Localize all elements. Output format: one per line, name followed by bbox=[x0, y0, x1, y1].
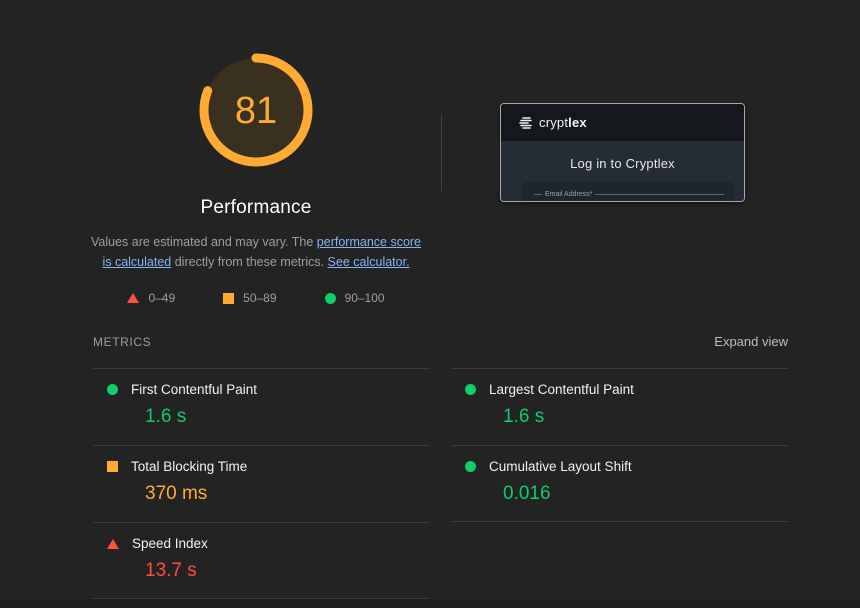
performance-score-section: 81 Performance Values are estimated and … bbox=[91, 52, 421, 305]
fail-triangle-icon bbox=[127, 293, 140, 303]
metric-value: 1.6 s bbox=[145, 406, 187, 427]
performance-score-calculated-link[interactable]: performance score is calculated bbox=[102, 235, 422, 269]
pass-circle-icon bbox=[107, 384, 118, 395]
gauge-svg: 81 bbox=[199, 53, 313, 167]
expand-view-button[interactable]: Expand view bbox=[714, 334, 788, 349]
score-legend: 0–49 50–89 90–100 bbox=[127, 291, 385, 305]
performance-gauge: 81 bbox=[198, 52, 314, 168]
metric-label: Total Blocking Time bbox=[131, 459, 248, 474]
metrics-grid: First Contentful Paint 1.6 s Largest Con… bbox=[93, 368, 788, 599]
metric-name-row: First Contentful Paint bbox=[107, 382, 430, 397]
section-vertical-divider bbox=[441, 115, 442, 191]
email-field-label: Email Address* bbox=[545, 191, 593, 198]
gauge-arc bbox=[199, 53, 313, 167]
pass-circle-icon bbox=[465, 384, 476, 395]
email-field-outline-left bbox=[534, 194, 542, 195]
score-description-text-2: directly from these metrics. bbox=[171, 255, 328, 269]
metric-total-blocking-time: Total Blocking Time 370 ms bbox=[93, 445, 430, 522]
metric-value: 0.016 bbox=[503, 483, 551, 504]
cryptlex-wordmark: cryptlex bbox=[539, 115, 587, 130]
legend-item-fail: 0–49 bbox=[127, 291, 175, 305]
metric-label: Cumulative Layout Shift bbox=[489, 459, 632, 474]
screenshot-thumbnail: cryptlex Log in to Cryptlex Email Addres… bbox=[500, 103, 745, 202]
fail-triangle-icon bbox=[107, 538, 119, 549]
metrics-header: METRICS Expand view bbox=[93, 334, 788, 349]
metric-label: Largest Contentful Paint bbox=[489, 382, 634, 397]
legend-item-pass: 90–100 bbox=[324, 291, 385, 305]
metric-value: 13.7 s bbox=[145, 560, 197, 581]
pass-circle-icon bbox=[324, 292, 336, 304]
thumbnail-login-body: Log in to Cryptlex Email Address* bbox=[501, 141, 744, 201]
metric-name-row: Total Blocking Time bbox=[107, 459, 430, 474]
average-square-icon bbox=[223, 292, 235, 304]
gauge-score-value: 81 bbox=[235, 90, 277, 132]
metric-cumulative-layout-shift: Cumulative Layout Shift 0.016 bbox=[451, 445, 788, 522]
pass-circle-icon bbox=[465, 461, 476, 472]
metric-name-row: Speed Index bbox=[107, 536, 430, 551]
legend-label-average: 50–89 bbox=[243, 291, 277, 305]
performance-title: Performance bbox=[200, 197, 312, 218]
thumbnail-navbar: cryptlex bbox=[501, 104, 744, 141]
metric-speed-index: Speed Index 13.7 s bbox=[93, 522, 430, 599]
cryptlex-wordmark-bold: lex bbox=[568, 115, 587, 130]
score-description-text: Values are estimated and may vary. The bbox=[90, 235, 317, 249]
metric-first-contentful-paint: First Contentful Paint 1.6 s bbox=[93, 368, 430, 445]
score-description: Values are estimated and may vary. The p… bbox=[88, 232, 424, 272]
thumbnail-login-card: Email Address* bbox=[522, 182, 734, 201]
legend-item-average: 50–89 bbox=[223, 291, 277, 305]
cryptlex-logo-icon bbox=[519, 116, 532, 129]
thumbnail-login-heading: Log in to Cryptlex bbox=[570, 156, 675, 171]
email-field-outline-right bbox=[595, 194, 724, 195]
average-square-icon bbox=[107, 461, 118, 472]
metric-value: 1.6 s bbox=[503, 406, 545, 427]
metric-largest-contentful-paint: Largest Contentful Paint 1.6 s bbox=[451, 368, 788, 445]
metric-label: Speed Index bbox=[132, 536, 208, 551]
metric-label: First Contentful Paint bbox=[131, 382, 258, 397]
metric-value: 370 ms bbox=[145, 483, 208, 504]
report-footer-strip bbox=[0, 599, 860, 608]
legend-label-pass: 90–100 bbox=[344, 291, 385, 305]
metric-name-row: Cumulative Layout Shift bbox=[465, 459, 788, 474]
see-calculator-link[interactable]: See calculator. bbox=[327, 255, 410, 269]
metric-name-row: Largest Contentful Paint bbox=[465, 382, 788, 397]
cryptlex-wordmark-regular: crypt bbox=[539, 115, 569, 130]
metrics-heading: METRICS bbox=[93, 334, 152, 349]
legend-label-fail: 0–49 bbox=[148, 291, 176, 305]
gauge-fill bbox=[204, 58, 308, 162]
